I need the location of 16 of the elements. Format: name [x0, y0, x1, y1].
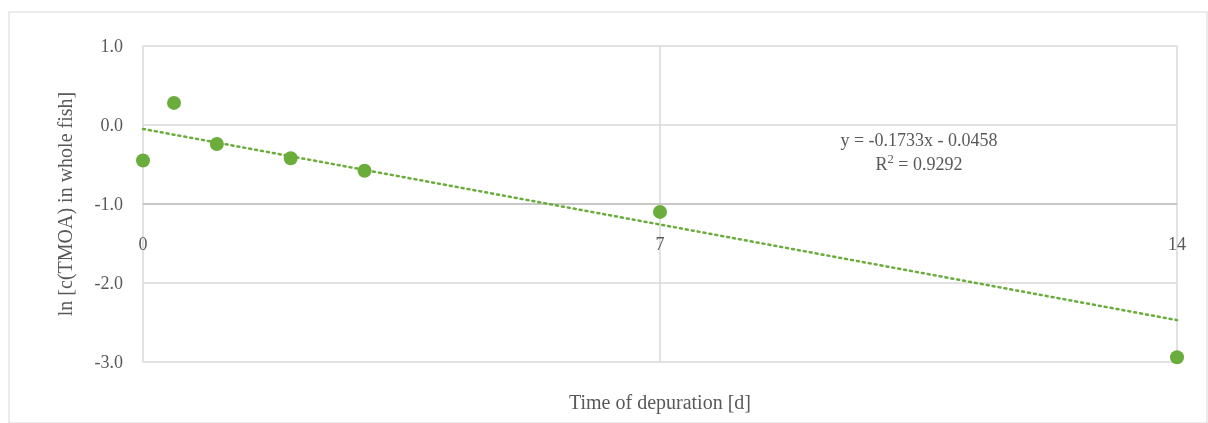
y-tick-label: -1.0 — [94, 194, 123, 215]
point — [167, 95, 182, 110]
y-tick-label: -3.0 — [94, 352, 123, 373]
x-tick-label: 0 — [138, 234, 148, 254]
y-axis-title: ln [c(TMOA) in whole fish] — [54, 91, 77, 317]
x-axis-title: Time of depuration [d] — [568, 391, 752, 414]
y-tick-label: -2.0 — [94, 273, 123, 294]
x-tick-label: 7 — [655, 234, 665, 254]
y-tick-label: 1.0 — [100, 36, 123, 57]
point — [136, 153, 150, 168]
point — [1170, 350, 1184, 365]
y-tick-label: 0.0 — [100, 115, 123, 136]
point — [653, 204, 667, 219]
annotation: R$^{2}$ = 0.9292 — [875, 152, 963, 174]
x-tick-label: 14 — [1168, 234, 1186, 254]
annotation: y = -0.1733x - 0.0458 — [840, 130, 998, 150]
